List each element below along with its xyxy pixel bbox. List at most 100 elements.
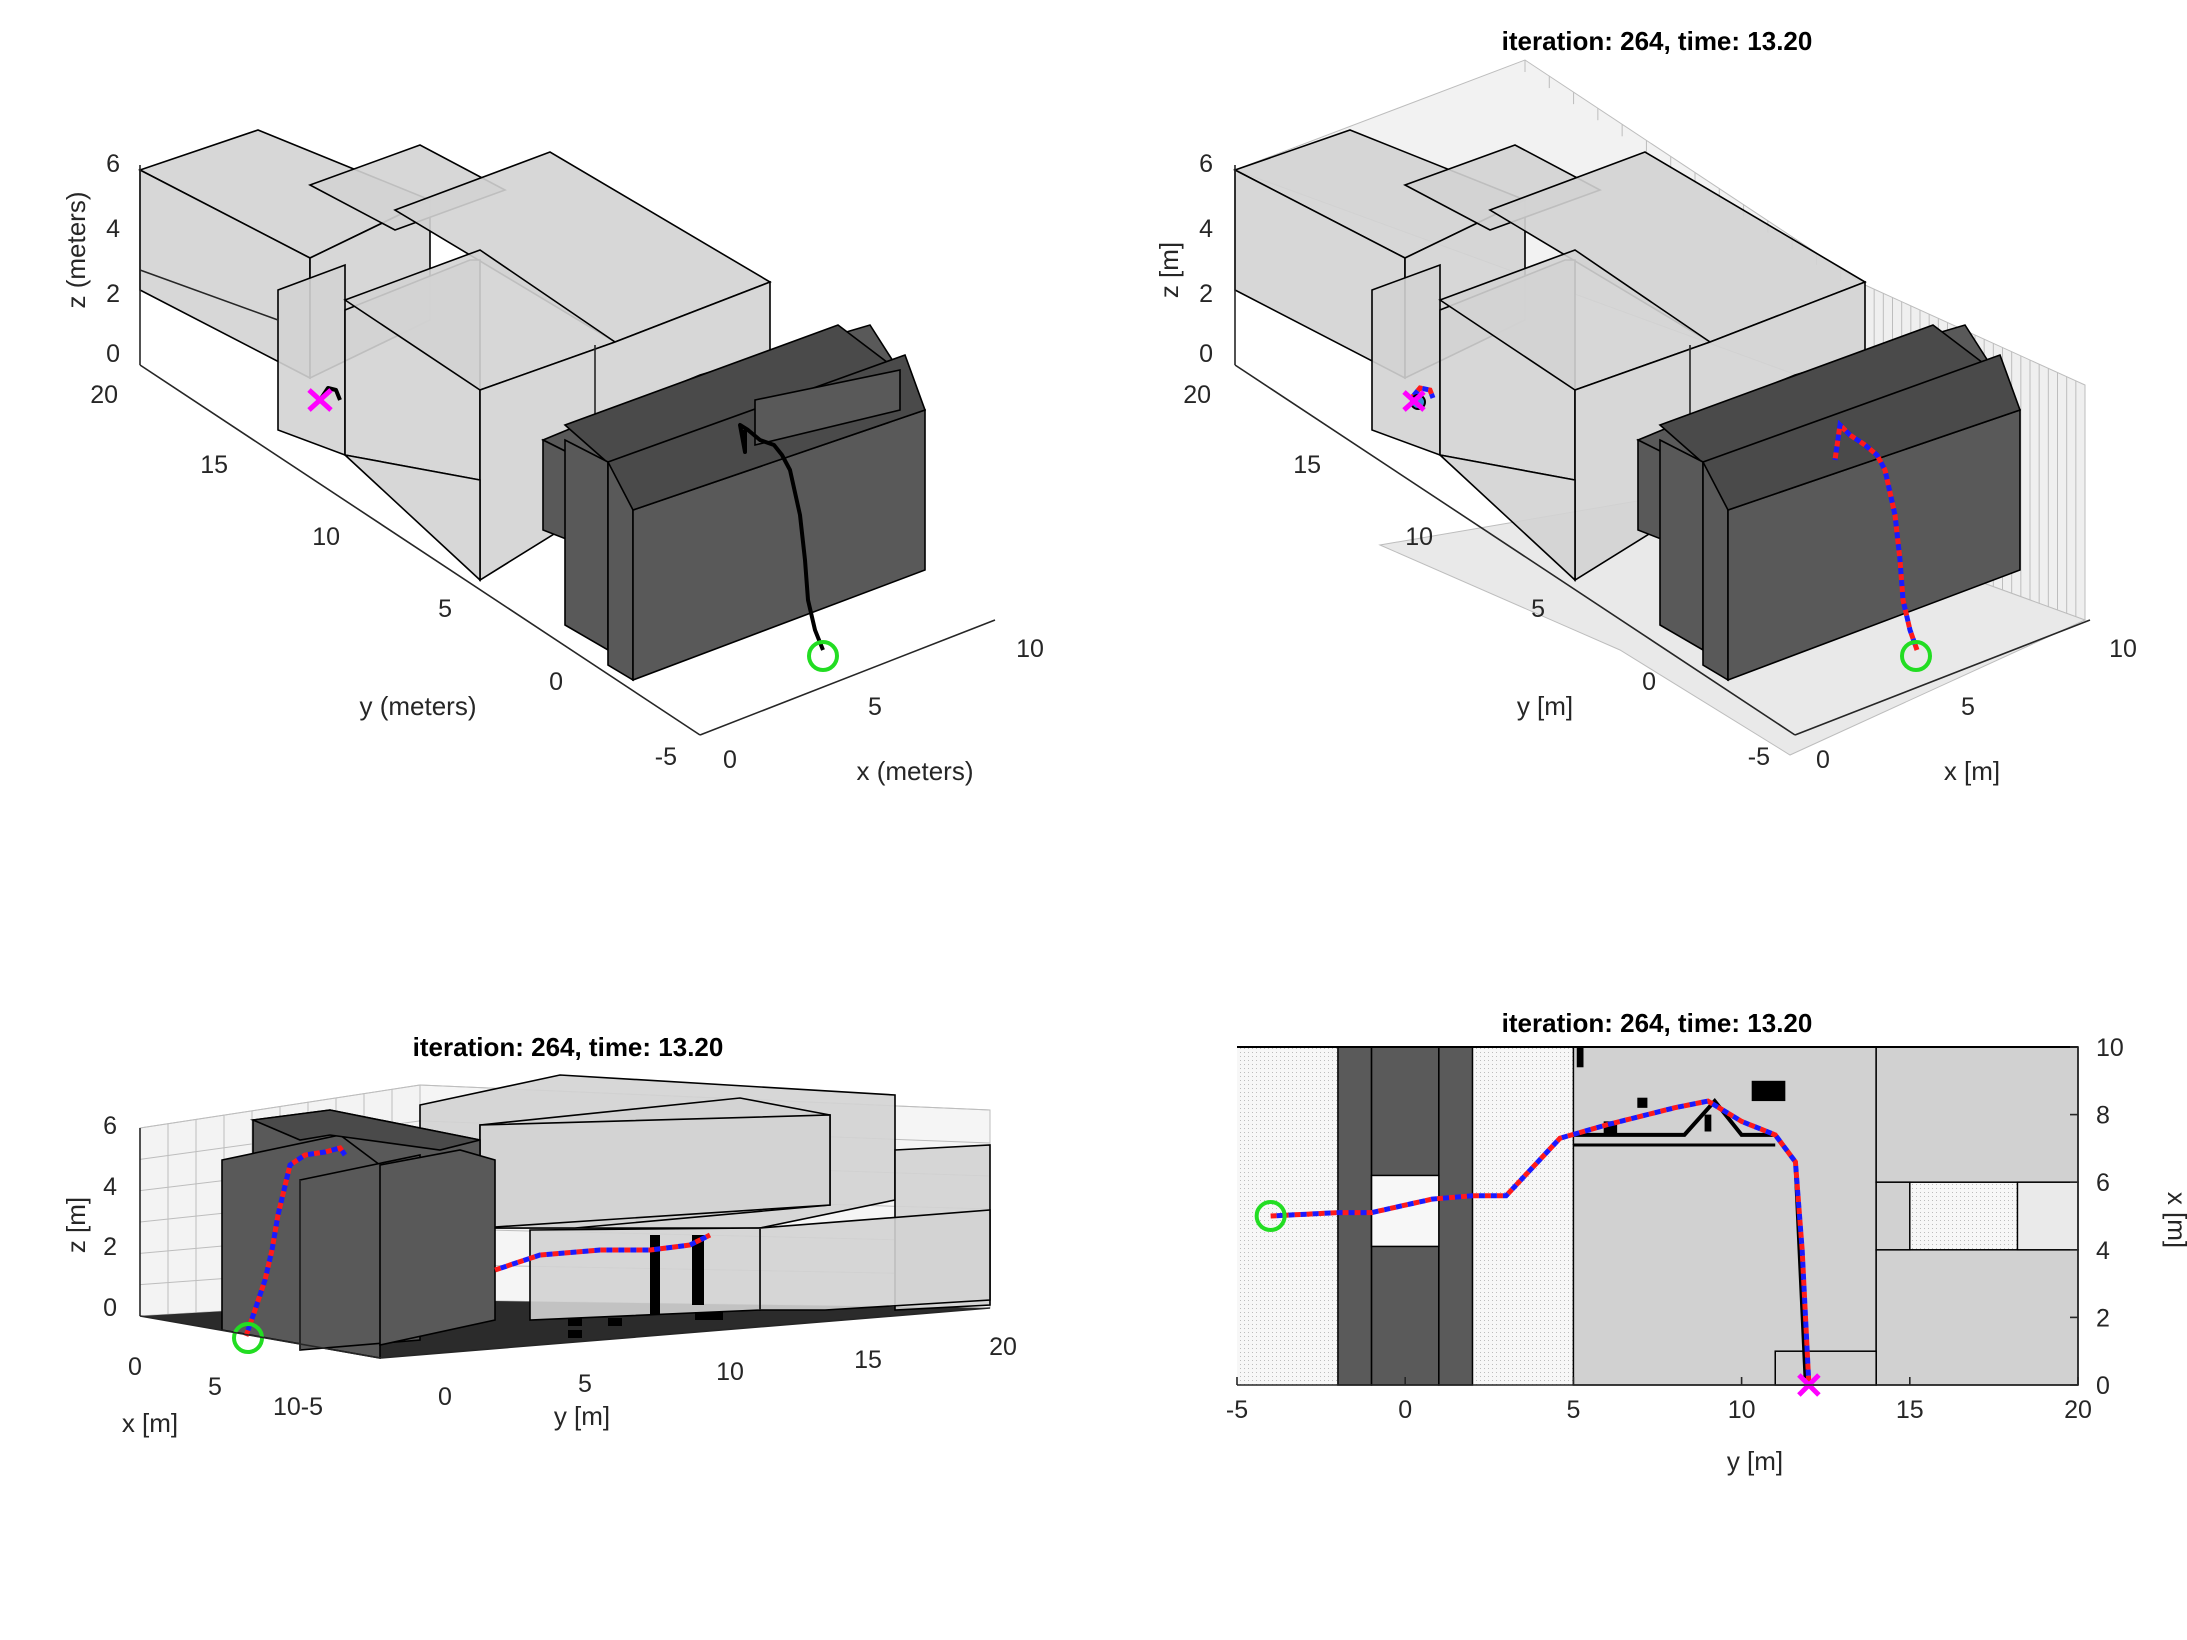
obstacle-box	[1437, 453, 1576, 582]
z-axis-label: z (meters)	[61, 192, 91, 309]
y-axis-line	[379, 1307, 991, 1359]
trajectory-path-red	[1270, 1098, 1812, 1386]
x-axis-line	[139, 1315, 381, 1359]
voxel	[1637, 1097, 1648, 1108]
axes-3d: 6 4 2 0 20 15 10 5 0 -5 0 5 10 z [m] y […	[1154, 150, 2137, 786]
x-tick-label: 10	[1728, 1396, 1756, 1424]
voxel	[568, 1330, 582, 1338]
obstacle-footprint	[1572, 1046, 1877, 1386]
obstacle-footprint-dark	[1438, 1046, 1474, 1386]
obstacle-box	[759, 1209, 991, 1311]
z-tick: 0	[1199, 340, 1213, 368]
obstacle-footprint	[1875, 1046, 2079, 1183]
y-tick-label: 0	[2096, 1372, 2110, 1400]
y-tick: 15	[1293, 451, 1321, 479]
z-tick: 4	[103, 1173, 117, 1201]
x-axis-label: x [m]	[122, 1408, 178, 1438]
trajectory-path-blue	[1832, 419, 1920, 651]
subplot-title: iteration: 264, time: 13.20	[1502, 1008, 1813, 1038]
occupied-voxels	[568, 1235, 723, 1338]
trajectory-path-blue	[494, 1232, 712, 1273]
start-marker	[1900, 640, 1932, 672]
x-tick: 10-5	[273, 1393, 323, 1421]
obstacle-box	[564, 438, 609, 652]
obstacle-footprint-dark	[1337, 1046, 1373, 1386]
x-tick: 0	[723, 746, 737, 774]
y-tick-label: 8	[2096, 1102, 2110, 1130]
z-axis-label: z [m]	[61, 1197, 91, 1253]
z-tick: 2	[106, 280, 120, 308]
y-tick: -5	[1748, 743, 1770, 771]
obstacle-box	[1701, 353, 2022, 511]
x-tick: 0	[1816, 746, 1830, 774]
goal-marker	[307, 388, 333, 412]
voxel	[608, 1318, 622, 1326]
voxel	[568, 1318, 582, 1326]
y-tick: 10	[1405, 523, 1433, 551]
y-tick: 0	[438, 1383, 452, 1411]
y-tick: 15	[200, 451, 228, 479]
z-tick: 4	[1199, 215, 1213, 243]
obstacle-box	[754, 369, 901, 447]
voxel	[1704, 1114, 1712, 1132]
y-axis-label: x [m]	[2162, 1192, 2187, 1248]
subplot-bottom-left: iteration: 264, time: 13.20	[61, 1032, 1017, 1438]
x-tick: 5	[208, 1373, 222, 1401]
z-tick: 0	[106, 340, 120, 368]
y-tick: 15	[854, 1346, 882, 1374]
z-tick: 0	[103, 1294, 117, 1322]
x-tick: 5	[1961, 693, 1975, 721]
x-axis-label: y [m]	[1727, 1446, 1783, 1476]
x-tick: 10	[1016, 635, 1044, 663]
y-tick: 5	[578, 1370, 592, 1398]
x-tick-label: 0	[1398, 1396, 1412, 1424]
obstacle-dark-group	[1636, 324, 2022, 682]
obstacle-light-group	[1232, 129, 1867, 582]
z-tick: 4	[106, 215, 120, 243]
trajectory-path-blue	[243, 1145, 348, 1337]
y-tick: 20	[1183, 381, 1211, 409]
y-tick: 5	[1531, 595, 1545, 623]
gridline	[139, 1084, 421, 1129]
obstacle-footprint	[2016, 1181, 2079, 1251]
map-background	[1237, 1046, 2079, 1397]
y-tick-label: 4	[2096, 1237, 2110, 1265]
axes-3d: 6 4 2 0 20 15 10 5 0 -5 0 5 10 z (meters…	[61, 150, 1044, 786]
x-axis-label: x (meters)	[857, 756, 974, 786]
y-tick: 20	[90, 381, 118, 409]
voxel-column	[650, 1235, 660, 1315]
z-axis-label: z [m]	[1154, 242, 1184, 298]
x-tick: 5	[868, 693, 882, 721]
x-tick-label: -5	[1226, 1396, 1248, 1424]
y-tick: 5	[438, 595, 452, 623]
obstacle-dark-group	[541, 324, 927, 682]
subplot-bottom-right: iteration: 264, time: 13.20 y [m] x [m] …	[1226, 1008, 2187, 1476]
obstacle-box	[1659, 438, 1704, 652]
trajectory-path-red	[1832, 419, 1920, 651]
z-tick: 6	[1199, 150, 1213, 178]
x-axis-line	[1794, 619, 2091, 736]
x-tick-label: 5	[1566, 1396, 1580, 1424]
subplot-top-left: 6 4 2 0 20 15 10 5 0 -5 0 5 10 z (meters…	[61, 129, 1044, 786]
obstacle-box	[277, 263, 346, 457]
y-tick: 0	[1642, 668, 1656, 696]
obstacle-dark-group	[221, 1109, 496, 1359]
obstacle-footprint	[1875, 1249, 2079, 1386]
z-tick: 6	[106, 150, 120, 178]
subplot-title: iteration: 264, time: 13.20	[1502, 26, 1813, 56]
subplot-title: iteration: 264, time: 13.20	[413, 1032, 724, 1062]
goal-marker	[1402, 390, 1426, 412]
y-tick: 10	[312, 523, 340, 551]
y-tick: 20	[989, 1333, 1017, 1361]
subplot-top-right: iteration: 264, time: 13.20	[1154, 26, 2137, 786]
x-tick: 0	[128, 1353, 142, 1381]
trajectory-path-blue	[1408, 385, 1436, 402]
edge	[139, 269, 279, 321]
y-axis-label: y [m]	[1517, 691, 1573, 721]
axes-3d: 6 4 2 0 0 5 10-5 0 5 10 15 20 z [m] x [m…	[61, 1112, 1017, 1438]
x-axis-line	[699, 619, 996, 736]
trajectory-path-red	[494, 1232, 712, 1273]
x-tick-label: 15	[1896, 1396, 1924, 1424]
obstacle-box	[249, 1109, 481, 1151]
